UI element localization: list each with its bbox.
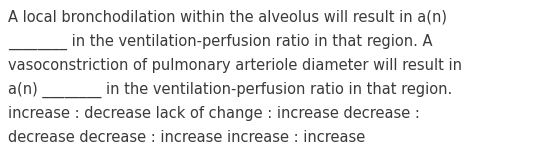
Text: vasoconstriction of pulmonary arteriole diameter will result in: vasoconstriction of pulmonary arteriole … xyxy=(8,58,462,73)
Text: increase : decrease lack of change : increase decrease :: increase : decrease lack of change : inc… xyxy=(8,106,420,121)
Text: A local bronchodilation within the alveolus will result in a(n): A local bronchodilation within the alveo… xyxy=(8,10,447,25)
Text: a(n) ________ in the ventilation-perfusion ratio in that region.: a(n) ________ in the ventilation-perfusi… xyxy=(8,82,452,98)
Text: ________ in the ventilation-perfusion ratio in that region. A: ________ in the ventilation-perfusion ra… xyxy=(8,34,432,50)
Text: decrease decrease : increase increase : increase: decrease decrease : increase increase : … xyxy=(8,130,365,145)
